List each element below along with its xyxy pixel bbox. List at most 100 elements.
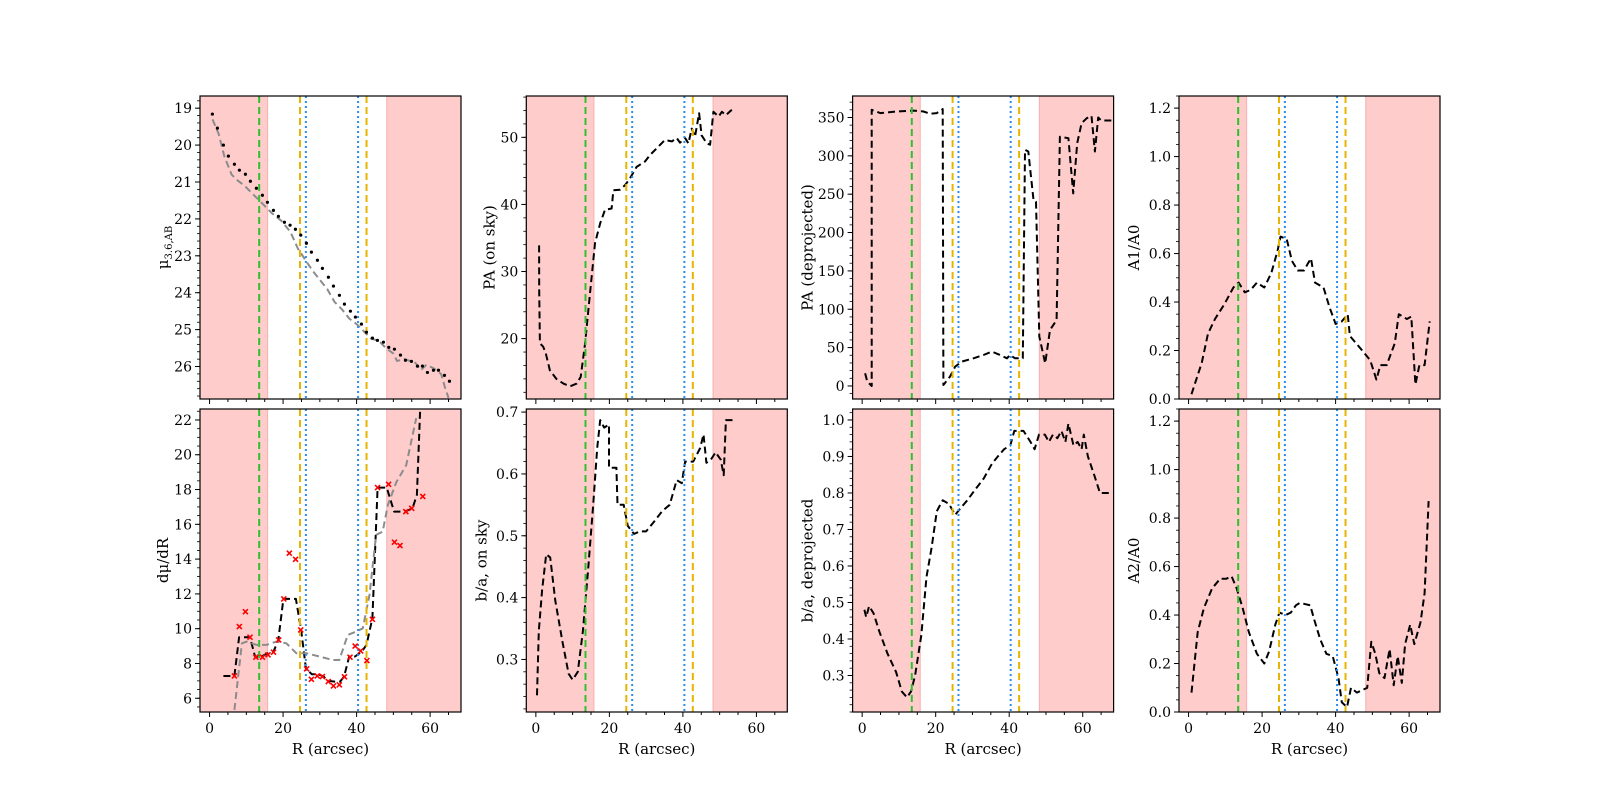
y-tick-label: 0.5 bbox=[822, 595, 844, 611]
x-tick-label: 0 bbox=[1184, 721, 1193, 737]
y-tick-label: 1.0 bbox=[1149, 463, 1171, 479]
x-marker bbox=[231, 672, 238, 680]
y-axis-label-main: b/a, on sky bbox=[472, 519, 490, 601]
y-tick-label: 8 bbox=[183, 656, 192, 672]
x-marker bbox=[319, 673, 326, 680]
x-marker bbox=[308, 676, 315, 683]
shaded-region bbox=[712, 96, 788, 399]
y-axis-label-main: A2/A0 bbox=[1125, 538, 1143, 585]
y-axis-label: dμ/dR bbox=[154, 537, 172, 583]
data-point bbox=[215, 126, 219, 130]
shaded-region bbox=[712, 409, 788, 712]
y-tick-label: 0.6 bbox=[822, 559, 844, 575]
series-ba-sky bbox=[536, 419, 733, 696]
y-tick-label: 1.2 bbox=[1149, 414, 1171, 430]
y-tick-label: 0.6 bbox=[496, 467, 518, 483]
y-tick-label: 350 bbox=[818, 110, 845, 126]
y-tick-label: 250 bbox=[818, 187, 845, 203]
y-tick-label: 0.2 bbox=[1149, 657, 1171, 673]
data-point bbox=[387, 345, 391, 349]
x-marker bbox=[363, 657, 370, 664]
y-tick-label: 0.0 bbox=[1149, 392, 1171, 408]
plot-area bbox=[852, 409, 1114, 712]
y-tick-label: 14 bbox=[174, 552, 192, 568]
data-point bbox=[304, 241, 309, 245]
data-point bbox=[254, 186, 258, 190]
y-axis-label-main: b/a, deprojected bbox=[799, 498, 817, 622]
x-marker bbox=[385, 481, 392, 488]
series-model bbox=[233, 417, 418, 711]
x-tick-label: 60 bbox=[1074, 721, 1092, 737]
data-point bbox=[293, 227, 298, 231]
y-tick-label: 0.7 bbox=[822, 522, 844, 538]
y-tick-label: 0.8 bbox=[822, 486, 844, 502]
y-tick-label: 0.7 bbox=[496, 405, 518, 421]
y-tick-label: 40 bbox=[500, 197, 518, 213]
axes-frame bbox=[525, 95, 788, 400]
x-marker bbox=[280, 595, 287, 603]
y-tick-label: 12 bbox=[174, 587, 192, 603]
data-point bbox=[271, 208, 276, 213]
data-point bbox=[210, 112, 214, 116]
shaded-region bbox=[386, 409, 461, 712]
y-axis-label: PA (deprojected) bbox=[799, 184, 817, 311]
x-tick-label: 20 bbox=[274, 721, 292, 737]
y-axis-label-main: PA (deprojected) bbox=[799, 184, 817, 311]
data-point bbox=[309, 250, 314, 254]
x-marker bbox=[292, 556, 299, 563]
y-tick-label: 150 bbox=[818, 264, 845, 280]
y-axis-label: A1/A0 bbox=[1125, 225, 1143, 272]
x-marker bbox=[396, 542, 404, 549]
x-marker bbox=[252, 654, 259, 661]
x-marker bbox=[346, 654, 354, 661]
x-tick-label: 40 bbox=[348, 721, 366, 737]
x-marker bbox=[303, 665, 310, 672]
subplot-1: 19 20 21 22 23 24 25 26 μ3.6,AB bbox=[154, 95, 462, 404]
y-tick-label: 100 bbox=[818, 302, 845, 318]
subplot-3: 0 50 100 150 200 250 300 350 PA (deprojected) bbox=[799, 95, 1115, 404]
x-tick-label: 40 bbox=[674, 721, 692, 737]
x-marker bbox=[369, 616, 376, 623]
data-point bbox=[398, 353, 403, 357]
shaded-region bbox=[1038, 96, 1114, 399]
y-axis-label: PA (on sky) bbox=[480, 205, 498, 290]
x-tick-label: 20 bbox=[927, 721, 945, 737]
x-tick-label: 60 bbox=[421, 721, 439, 737]
y-axis-label-main: PA (on sky) bbox=[480, 205, 498, 290]
y-tick-label: 1.0 bbox=[1149, 150, 1171, 166]
x-tick-label: 20 bbox=[1253, 721, 1271, 737]
y-tick-label: 0.2 bbox=[1149, 344, 1171, 360]
series-pa-deproj bbox=[864, 108, 1113, 387]
x-marker bbox=[419, 493, 426, 500]
y-tick-label: 0.9 bbox=[822, 449, 844, 465]
shaded-region bbox=[1179, 96, 1248, 399]
x-marker bbox=[259, 654, 266, 661]
x-marker bbox=[246, 634, 254, 641]
shaded-region bbox=[200, 96, 269, 399]
data-point bbox=[425, 370, 430, 375]
shaded-region bbox=[526, 409, 595, 712]
y-axis-label-subscript: 3.6,AB bbox=[164, 226, 175, 260]
data-point bbox=[342, 302, 347, 306]
x-marker bbox=[330, 682, 337, 689]
y-tick-label: 20 bbox=[174, 138, 192, 154]
subplot-6: 0 20 40 60 R (arcsec) 0.3 0.4 0.5 0.6 0.7 b/a, on … bbox=[472, 405, 788, 758]
plot-area bbox=[1179, 409, 1440, 712]
y-tick-label: 21 bbox=[174, 175, 192, 191]
data-point bbox=[226, 154, 230, 158]
y-tick-label: 24 bbox=[174, 286, 192, 302]
data-point bbox=[331, 284, 336, 288]
x-axis-label: R (arcsec) bbox=[1271, 740, 1348, 758]
y-tick-label: 0.4 bbox=[1149, 608, 1171, 624]
data-point bbox=[420, 364, 425, 368]
data-point bbox=[447, 379, 452, 383]
y-tick-label: 25 bbox=[174, 323, 192, 339]
data-point bbox=[299, 233, 303, 237]
shaded-region bbox=[200, 409, 269, 712]
subplot-4: 0.0 0.2 0.4 0.6 0.8 1.0 1.2 A1/A0 bbox=[1125, 95, 1441, 408]
x-tick-label: 20 bbox=[600, 721, 618, 737]
y-tick-label: 0 bbox=[836, 379, 845, 395]
data-point bbox=[375, 338, 380, 342]
x-marker bbox=[391, 539, 398, 546]
